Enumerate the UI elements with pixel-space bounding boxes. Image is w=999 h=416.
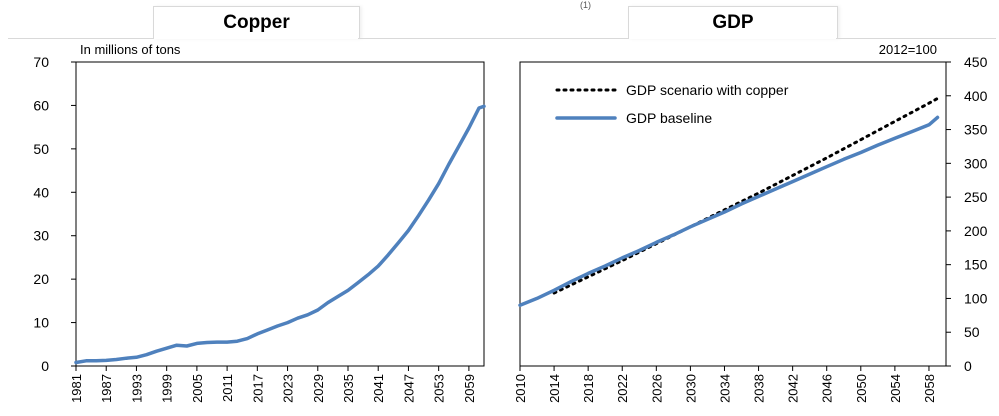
x-tick-label: 2058	[922, 374, 937, 403]
x-tick-label: 2022	[615, 374, 630, 403]
x-tick-label: 1999	[160, 374, 175, 403]
x-tick-label: 2047	[401, 374, 416, 403]
y-tick-label: 300	[964, 155, 988, 171]
legend-label: GDP baseline	[626, 110, 712, 126]
x-tick-label: 2038	[752, 374, 767, 403]
x-tick-label: 2059	[462, 374, 477, 403]
x-tick-label: 2046	[820, 374, 835, 403]
x-tick-label: 2005	[190, 374, 205, 403]
frame-divider	[358, 38, 628, 39]
y-tick-label: 200	[964, 223, 988, 239]
x-tick-label: 2053	[432, 374, 447, 403]
series-line	[518, 115, 940, 307]
x-tick-label: 2050	[854, 374, 869, 403]
x-tick-label: 2017	[250, 374, 265, 403]
x-tick-label: 2041	[371, 374, 386, 403]
x-tick-label: 2029	[311, 374, 326, 403]
x-tick-label: 1981	[69, 374, 84, 403]
y-tick-label: 150	[964, 257, 988, 273]
x-tick-label: 2042	[786, 374, 801, 403]
x-tick-label: 2018	[581, 374, 596, 403]
y-tick-label: 60	[33, 97, 49, 113]
x-tick-label: 1993	[129, 374, 144, 403]
y-tick-label: 70	[33, 54, 49, 70]
x-tick-label: 2035	[341, 374, 356, 403]
unit-label: In millions of tons	[80, 42, 181, 57]
tab-copper[interactable]: Copper	[153, 6, 360, 39]
x-tick-label: 2010	[513, 374, 528, 403]
unit-label: 2012=100	[879, 42, 937, 57]
y-tick-label: 250	[964, 189, 988, 205]
y-tick-label: 30	[33, 228, 49, 244]
x-tick-label: 2054	[888, 374, 903, 403]
top-mark: (1)	[580, 0, 591, 10]
y-tick-label: 350	[964, 122, 988, 138]
y-tick-label: 100	[964, 290, 988, 306]
x-tick-label: 2034	[717, 374, 732, 403]
plot-frame	[75, 61, 485, 367]
x-tick-label: 2030	[683, 374, 698, 403]
y-tick-label: 0	[964, 358, 972, 374]
legend-label: GDP scenario with copper	[626, 82, 789, 98]
frame-divider	[8, 38, 153, 39]
y-tick-label: 10	[33, 315, 49, 331]
plot-frame	[519, 61, 947, 367]
y-tick-label: 400	[964, 88, 988, 104]
y-tick-label: 450	[964, 54, 988, 70]
y-tick-label: 40	[33, 184, 49, 200]
y-tick-label: 20	[33, 271, 49, 287]
series-line	[74, 104, 486, 365]
y-tick-label: 50	[964, 324, 980, 340]
x-tick-label: 2026	[649, 374, 664, 403]
x-tick-label: 2023	[281, 374, 296, 403]
x-tick-label: 2014	[547, 374, 562, 403]
y-tick-label: 0	[41, 358, 49, 374]
frame-divider	[836, 38, 996, 39]
tab-gdp[interactable]: GDP	[628, 6, 838, 39]
x-tick-label: 2011	[220, 374, 235, 402]
x-tick-label: 1987	[99, 374, 114, 403]
y-tick-label: 50	[33, 141, 49, 157]
